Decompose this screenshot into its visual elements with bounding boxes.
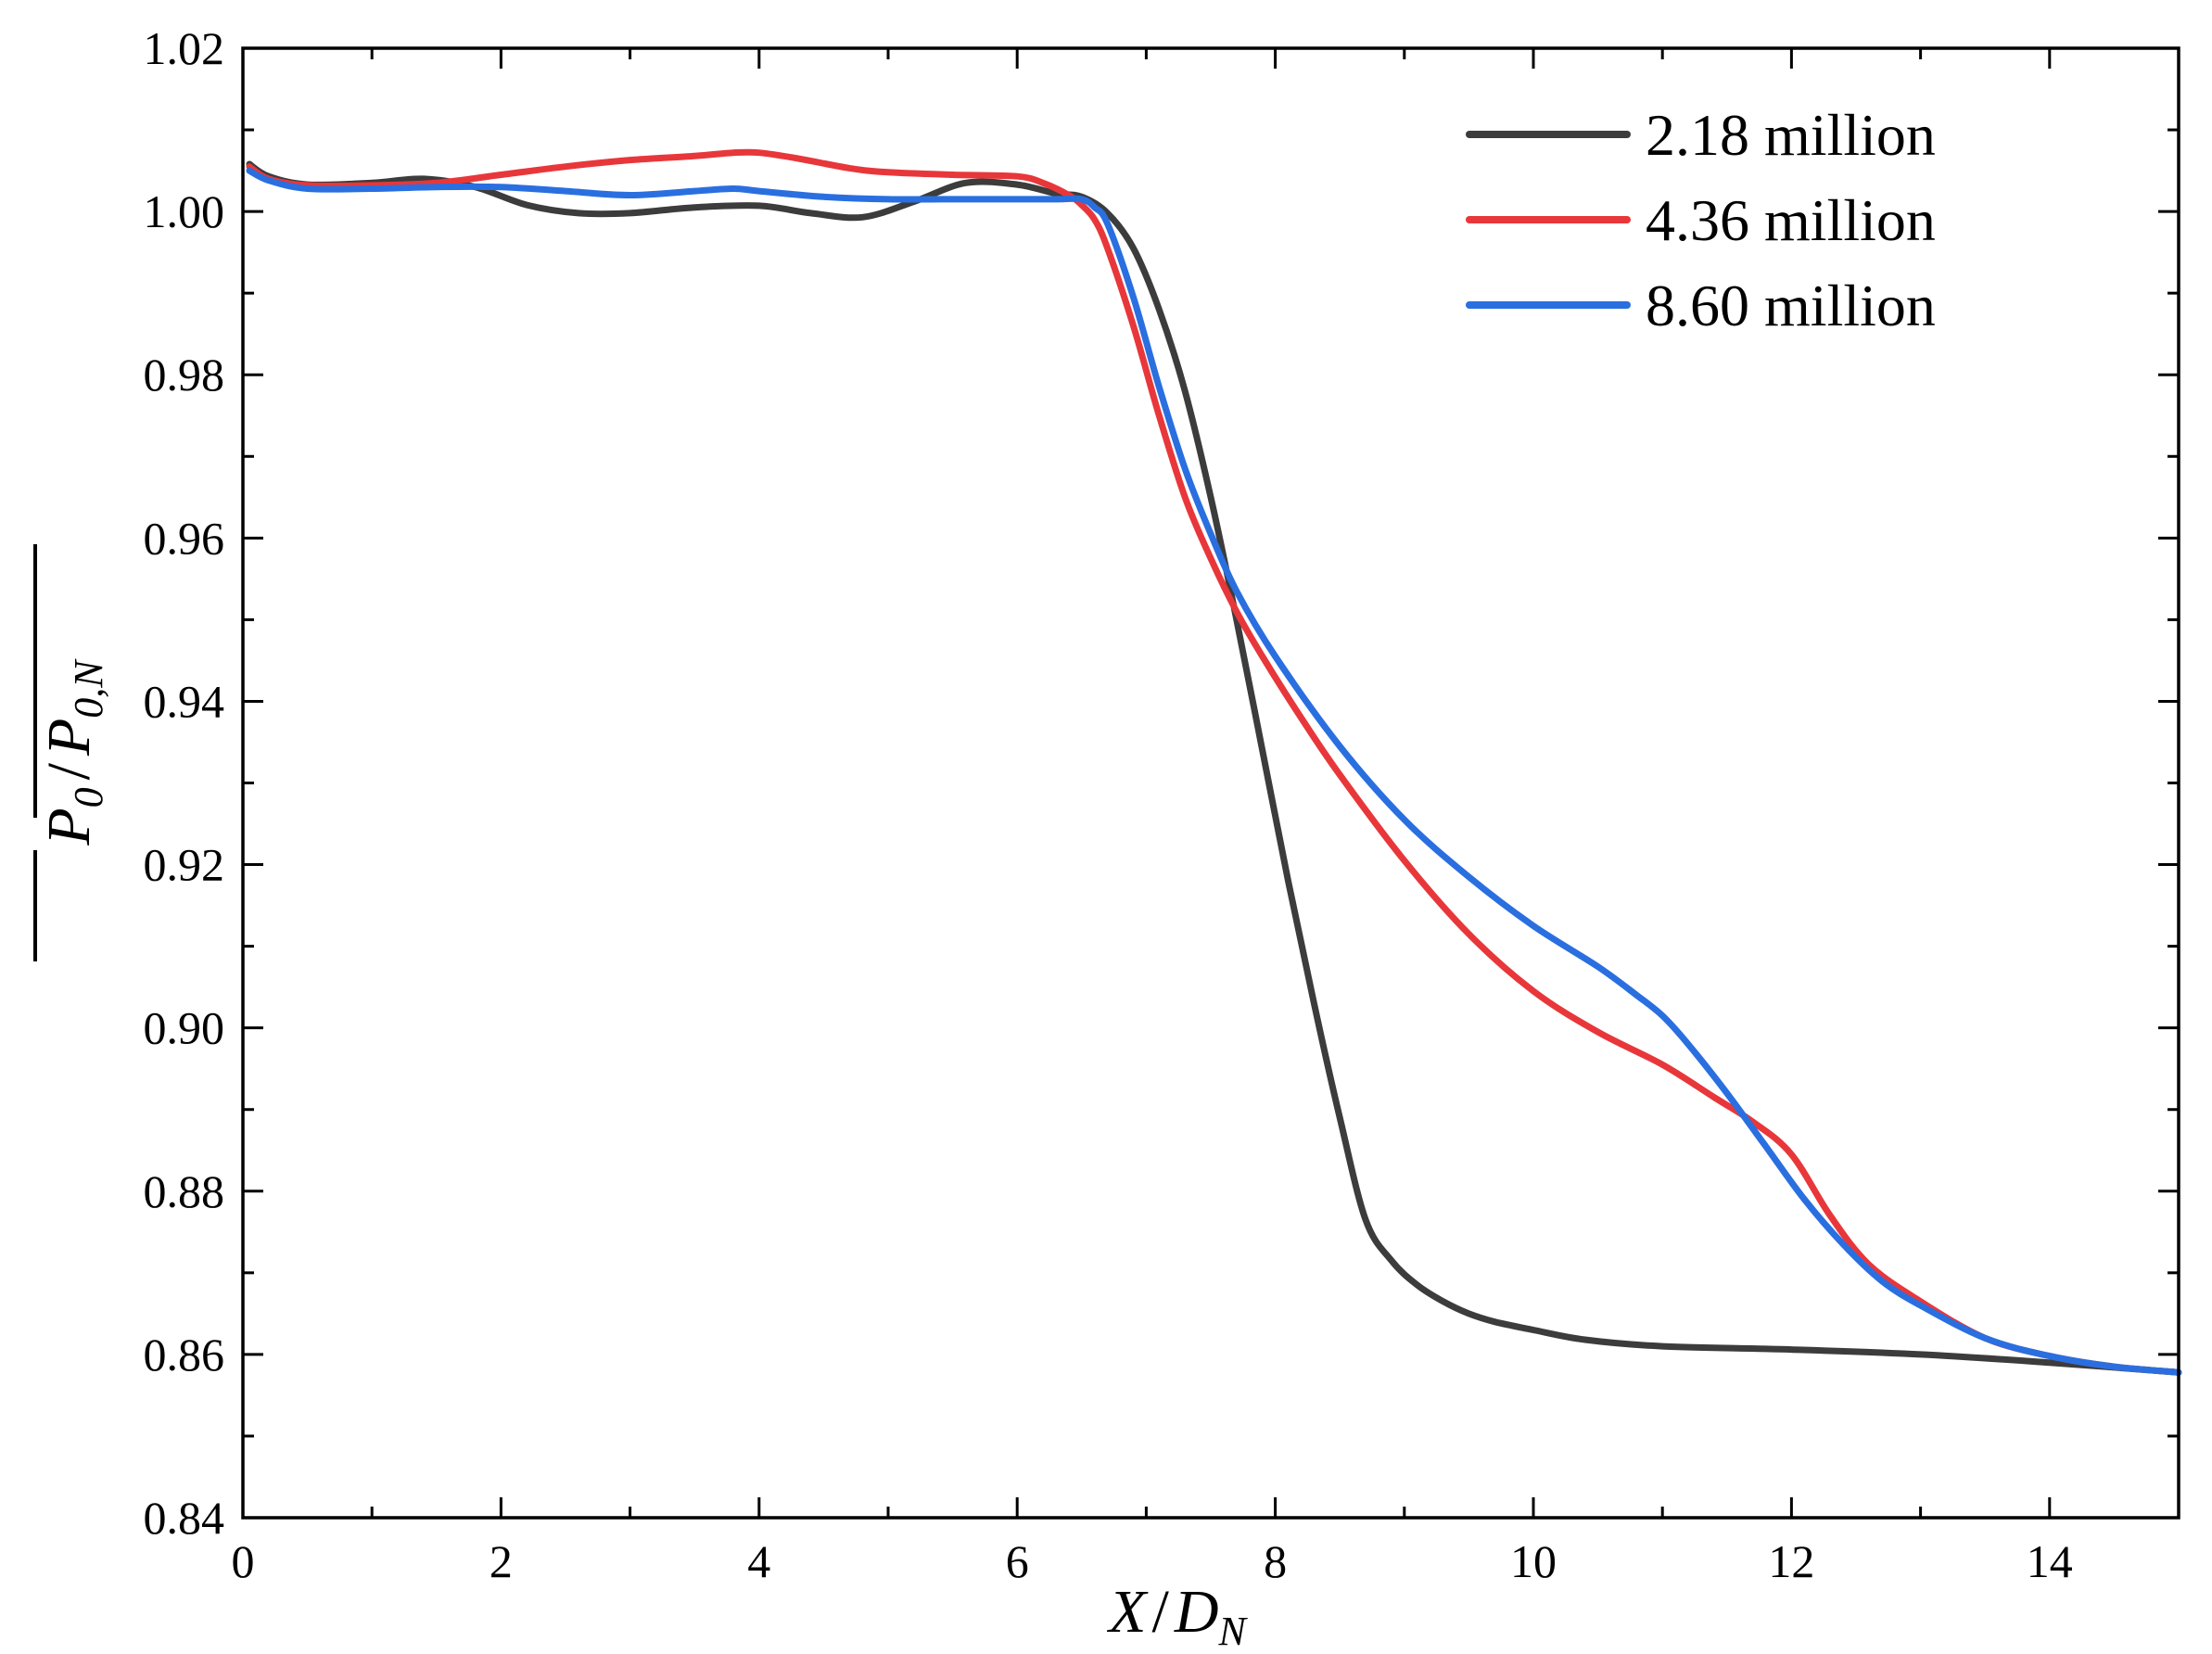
y-tick-label: 0.94 bbox=[144, 675, 225, 727]
series-line-4-36-million bbox=[246, 148, 2182, 1376]
y-tick-label: 0.84 bbox=[144, 1492, 225, 1544]
ticks-layer: 0 2 4 6 8 10 12 14 0.84 0.86 0.88 0.90 0.92 0.94 0.96 0… bbox=[144, 22, 2179, 1587]
x-tick-label: 4 bbox=[747, 1535, 770, 1587]
svg-text:P0/P0,N: P0/P0,N bbox=[35, 658, 111, 846]
y-tick-label: 0.92 bbox=[144, 839, 225, 891]
legend: 2.18 million 4.36 million 8.60 million bbox=[1466, 102, 1936, 338]
y-tick-label: 0.88 bbox=[144, 1165, 225, 1217]
series-line-8-60-million bbox=[246, 167, 2182, 1376]
y-tick-label: 0.98 bbox=[144, 349, 225, 401]
y-tick-label: 0.90 bbox=[144, 1002, 225, 1054]
y-tick-label: 1.02 bbox=[144, 22, 225, 74]
legend-label-2-18-million: 2.18 million bbox=[1646, 102, 1936, 168]
y-tick-label: 0.96 bbox=[144, 512, 225, 564]
plot-frame bbox=[241, 46, 2180, 1520]
series-layer bbox=[246, 148, 2182, 1376]
legend-label-4-36-million: 4.36 million bbox=[1646, 187, 1936, 253]
y-tick-label: 0.86 bbox=[144, 1329, 225, 1380]
x-tick-label: 2 bbox=[489, 1535, 513, 1587]
x-tick-label: 14 bbox=[2027, 1535, 2073, 1587]
x-tick-label: 0 bbox=[232, 1535, 255, 1587]
legend-label-8-60-million: 8.60 million bbox=[1646, 273, 1936, 338]
x-axis-title: X/DN bbox=[1106, 1578, 1248, 1654]
series-line-2-18-million bbox=[246, 160, 2182, 1376]
x-tick-label: 6 bbox=[1006, 1535, 1029, 1587]
x-tick-label: 8 bbox=[1264, 1535, 1287, 1587]
x-tick-label: 10 bbox=[1510, 1535, 1557, 1587]
x-tick-label: 12 bbox=[1768, 1535, 1814, 1587]
y-tick-label: 1.00 bbox=[144, 185, 225, 237]
y-axis-title: P0/P0,N bbox=[33, 544, 111, 961]
